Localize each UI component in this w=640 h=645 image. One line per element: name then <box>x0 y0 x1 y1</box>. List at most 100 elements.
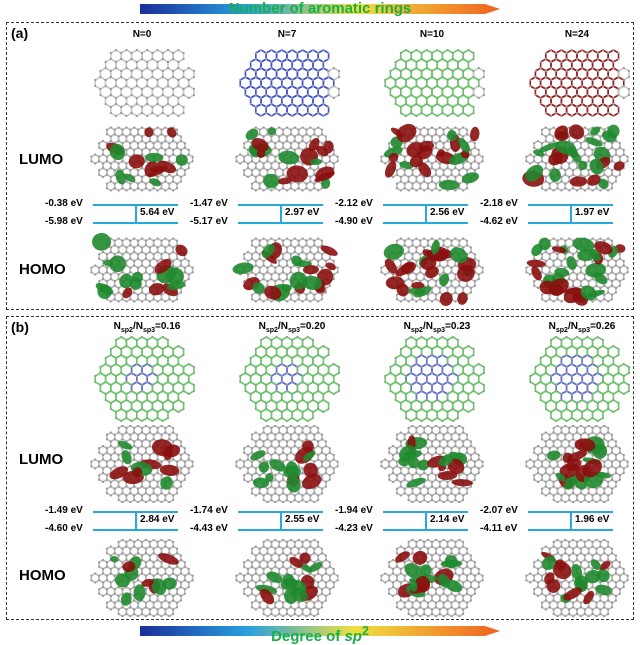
band-gap-value: 1.97 eV <box>575 207 609 218</box>
homo-energy-value: -4.43 eV <box>190 523 228 534</box>
ratio-n: N <box>259 321 266 332</box>
homo-energy-value: -4.90 eV <box>335 216 373 227</box>
band-gap-value: 2.56 eV <box>430 207 464 218</box>
molecule-structure <box>87 43 197 123</box>
ratio-value: =0.23 <box>445 321 470 332</box>
homo-orbital <box>232 539 342 617</box>
homo-level-line <box>528 222 613 224</box>
homo-level-line <box>238 529 323 531</box>
band-gap-value: 2.14 eV <box>430 514 464 525</box>
ratio-slash: /N <box>423 321 433 332</box>
lumo-orbital <box>522 123 632 195</box>
gap-arrow <box>280 206 282 222</box>
lumo-energy-value: -1.94 eV <box>335 505 373 516</box>
sp2-sp3-molecule <box>87 335 197 423</box>
lumo-orbital <box>377 425 487 503</box>
panel-b: (b) LUMO HOMO Nsp2/Nsp3=0.16 -1.49 eV -4.6… <box>6 316 634 620</box>
sp2-degree-sp: sp <box>344 628 362 645</box>
molecule-structure <box>377 43 487 123</box>
panel-b-homo-label: HOMO <box>19 567 66 584</box>
gap-arrow <box>570 513 572 529</box>
band-gap-value: 2.97 eV <box>285 207 319 218</box>
lumo-energy-value: -2.12 eV <box>335 198 373 209</box>
homo-orbital <box>87 539 197 617</box>
ratio-sub-sp2: sp2 <box>266 327 278 334</box>
ratio-sub-sp3: sp3 <box>578 327 590 334</box>
panel-a-label: (a) <box>11 25 28 41</box>
molecule-structure <box>522 43 632 123</box>
homo-level-line <box>93 529 178 531</box>
homo-orbital <box>522 233 632 307</box>
lumo-orbital <box>232 425 342 503</box>
sp2-degree-title: Degree of sp2 <box>140 624 500 644</box>
homo-energy-value: -5.17 eV <box>190 216 228 227</box>
homo-energy-value: -4.62 eV <box>480 216 518 227</box>
sp2-degree-prefix: Degree of <box>271 628 344 645</box>
sp2-sp3-molecule <box>232 335 342 423</box>
lumo-orbital <box>87 123 197 195</box>
panel-b-lumo-label: LUMO <box>19 451 63 468</box>
ratio-value: =0.26 <box>590 321 615 332</box>
ratio-sub-sp2: sp2 <box>556 327 568 334</box>
gap-arrow <box>570 206 572 222</box>
lumo-orbital <box>87 425 197 503</box>
ratio-sub-sp3: sp3 <box>143 327 155 334</box>
lumo-energy-value: -0.38 eV <box>45 198 83 209</box>
homo-orbital <box>377 539 487 617</box>
ratio-value: =0.20 <box>300 321 325 332</box>
homo-level-line <box>528 529 613 531</box>
homo-energy-value: -4.23 eV <box>335 523 373 534</box>
homo-level-line <box>383 529 468 531</box>
ring-count-title: N=0 <box>87 29 197 40</box>
ratio-slash: /N <box>278 321 288 332</box>
ratio-slash: /N <box>133 321 143 332</box>
ratio-n: N <box>114 321 121 332</box>
lumo-orbital <box>377 123 487 195</box>
ratio-sub-sp3: sp3 <box>288 327 300 334</box>
ring-count-title: N=10 <box>377 29 487 40</box>
homo-energy-value: -4.60 eV <box>45 523 83 534</box>
band-gap-value: 2.84 eV <box>140 514 174 525</box>
ratio-n: N <box>404 321 411 332</box>
band-gap-value: 5.64 eV <box>140 207 174 218</box>
band-gap-value: 2.55 eV <box>285 514 319 525</box>
molecule-structure <box>232 43 342 123</box>
homo-orbital <box>522 539 632 617</box>
sp2-degree-sup: 2 <box>362 624 369 638</box>
panel-a: (a) LUMO HOMO N=0 -0.38 eV -5.98 eV 5.64 eV… <box>6 22 634 310</box>
ratio-n: N <box>549 321 556 332</box>
gap-arrow <box>280 513 282 529</box>
panel-a-homo-label: HOMO <box>19 261 66 278</box>
ring-count-title: N=7 <box>232 29 342 40</box>
homo-energy-value: -4.11 eV <box>480 523 517 534</box>
sp2-sp3-ratio-title: Nsp2/Nsp3=0.16 <box>87 321 207 334</box>
sp2-sp3-ratio-title: Nsp2/Nsp3=0.23 <box>377 321 497 334</box>
homo-orbital <box>87 233 197 307</box>
lumo-energy-value: -1.74 eV <box>190 505 228 516</box>
homo-orbital <box>377 233 487 307</box>
lumo-energy-value: -1.47 eV <box>190 198 228 209</box>
ratio-sub-sp2: sp2 <box>121 327 133 334</box>
panel-a-lumo-label: LUMO <box>19 151 63 168</box>
gap-arrow <box>425 206 427 222</box>
gap-arrow <box>425 513 427 529</box>
ring-count-title: N=24 <box>522 29 632 40</box>
homo-energy-value: -5.98 eV <box>45 216 83 227</box>
lumo-energy-value: -2.07 eV <box>480 505 518 516</box>
lumo-energy-value: -1.49 eV <box>45 505 83 516</box>
panel-b-label: (b) <box>11 319 29 335</box>
ratio-sub-sp3: sp3 <box>433 327 445 334</box>
homo-level-line <box>93 222 178 224</box>
sp2-sp3-molecule <box>377 335 487 423</box>
band-gap-value: 1.96 eV <box>575 514 609 525</box>
homo-level-line <box>383 222 468 224</box>
sp2-sp3-molecule <box>522 335 632 423</box>
lumo-orbital <box>522 425 632 503</box>
lumo-orbital <box>232 123 342 195</box>
homo-level-line <box>238 222 323 224</box>
ratio-sub-sp2: sp2 <box>411 327 423 334</box>
sp2-sp3-ratio-title: Nsp2/Nsp3=0.26 <box>522 321 640 334</box>
ratio-slash: /N <box>568 321 578 332</box>
sp2-sp3-ratio-title: Nsp2/Nsp3=0.20 <box>232 321 352 334</box>
gap-arrow <box>135 206 137 222</box>
